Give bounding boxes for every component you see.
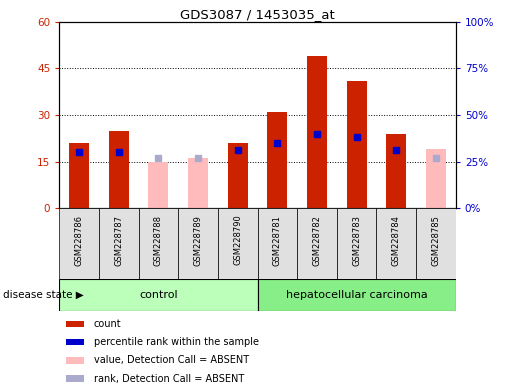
Text: GSM228781: GSM228781 [273, 215, 282, 265]
Bar [426, 149, 446, 208]
Title: GDS3087 / 1453035_at: GDS3087 / 1453035_at [180, 8, 335, 21]
Bar [386, 134, 406, 208]
Text: GSM228790: GSM228790 [233, 215, 242, 265]
Bar [66, 357, 84, 364]
Bar [66, 321, 84, 327]
Bar [66, 339, 84, 345]
Bar [416, 208, 456, 279]
Bar [307, 56, 327, 208]
Bar [267, 112, 287, 208]
Bar [297, 208, 337, 279]
Text: percentile rank within the sample: percentile rank within the sample [94, 337, 259, 347]
Bar [228, 143, 248, 208]
Bar [59, 279, 258, 311]
Bar [188, 159, 208, 208]
Bar [258, 208, 297, 279]
Bar [347, 81, 367, 208]
Bar [109, 131, 129, 208]
Bar [59, 208, 99, 279]
Bar [148, 162, 168, 208]
Bar [139, 208, 178, 279]
Text: GSM228788: GSM228788 [154, 215, 163, 266]
Bar [376, 208, 416, 279]
Text: value, Detection Call = ABSENT: value, Detection Call = ABSENT [94, 355, 249, 365]
Text: GSM228782: GSM228782 [313, 215, 321, 265]
Bar [218, 208, 258, 279]
Text: GSM228784: GSM228784 [392, 215, 401, 265]
Bar [178, 208, 218, 279]
Bar [258, 279, 456, 311]
Text: control: control [139, 290, 178, 300]
Text: GSM228787: GSM228787 [114, 215, 123, 266]
Text: disease state ▶: disease state ▶ [3, 290, 83, 300]
Text: rank, Detection Call = ABSENT: rank, Detection Call = ABSENT [94, 374, 244, 384]
Bar [69, 143, 89, 208]
Bar [337, 208, 376, 279]
Text: GSM228786: GSM228786 [75, 215, 83, 266]
Text: hepatocellular carcinoma: hepatocellular carcinoma [286, 290, 427, 300]
Text: GSM228785: GSM228785 [432, 215, 440, 265]
Bar [99, 208, 139, 279]
Text: GSM228789: GSM228789 [194, 215, 202, 265]
Text: count: count [94, 319, 121, 329]
Bar [66, 375, 84, 382]
Text: GSM228783: GSM228783 [352, 215, 361, 266]
